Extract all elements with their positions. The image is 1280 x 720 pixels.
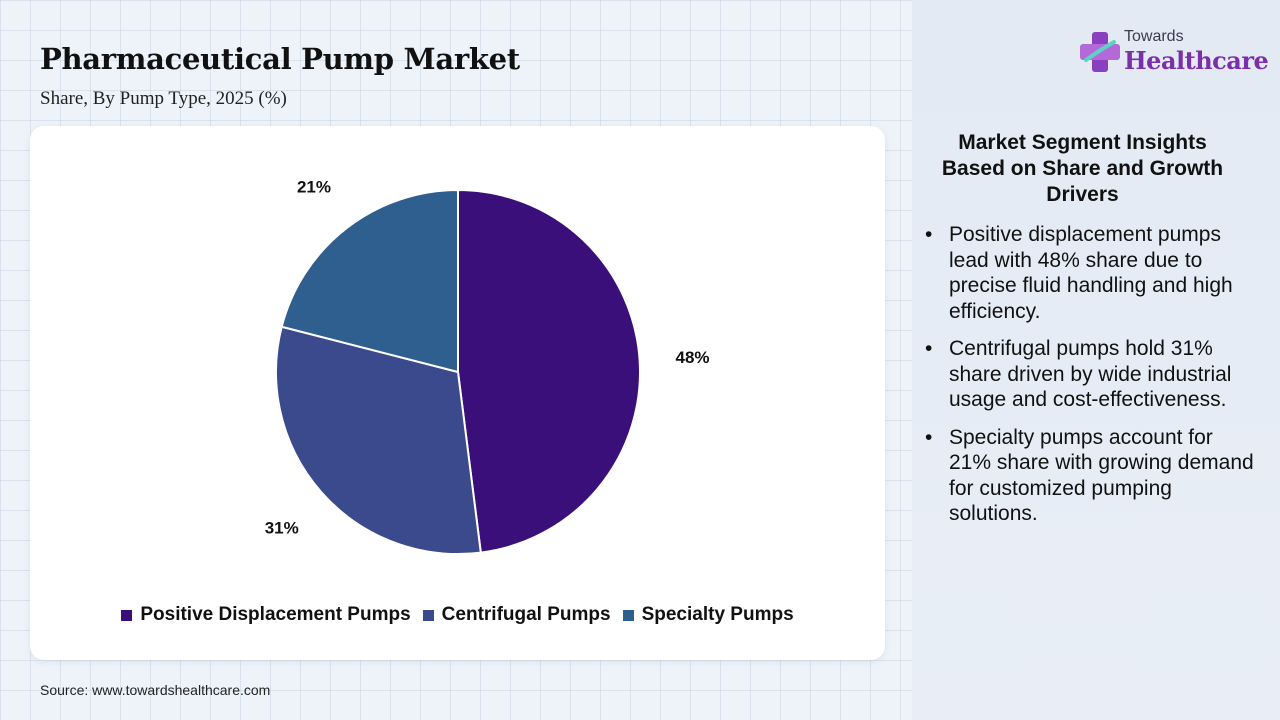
chart-legend: Positive Displacement Pumps Centrifugal P… — [30, 604, 885, 626]
source-note: Source: www.towardshealthcare.com — [40, 682, 271, 698]
pie-slice-centrifugal — [275, 325, 482, 555]
pie-chart: 48% 31% 21% — [265, 177, 710, 555]
legend-swatch — [121, 609, 133, 621]
insight-item: Specialty pumps account for 21% share wi… — [925, 425, 1255, 527]
legend-item-positive-displacement: Positive Displacement Pumps — [121, 604, 411, 626]
page-subtitle: Share, By Pump Type, 2025 (%) — [40, 88, 287, 109]
legend-item-centrifugal: Centrifugal Pumps — [422, 604, 611, 626]
page-title: Pharmaceutical Pump Market — [40, 42, 520, 76]
legend-label: Centrifugal Pumps — [441, 604, 611, 625]
pie-slice-specialty — [280, 188, 459, 374]
logo-top-text: Towards — [1124, 28, 1184, 45]
legend-label: Specialty Pumps — [641, 604, 794, 625]
insight-item: Positive displacement pumps lead with 48… — [925, 222, 1255, 324]
legend-swatch — [422, 609, 434, 621]
insights-list: Positive displacement pumps lead with 48… — [925, 222, 1255, 539]
legend-label: Positive Displacement Pumps — [140, 604, 411, 625]
chart-card: 48% 31% 21% Positive Displacement Pumps Cen… — [30, 126, 885, 660]
logo-bottom-text: Healthcare — [1124, 46, 1269, 75]
slice-label-specialty: 21% — [297, 177, 331, 196]
insights-title: Market Segment Insights Based on Share a… — [941, 131, 1224, 206]
legend-swatch — [622, 609, 634, 621]
legend-item-specialty: Specialty Pumps — [622, 604, 794, 626]
slice-label-positive-displacement: 48% — [676, 348, 710, 367]
insight-item: Centrifugal pumps hold 31% share driven … — [925, 336, 1255, 413]
brand-logo: Towards Healthcare — [1078, 26, 1269, 78]
pie-slice-positive-displacement — [457, 188, 641, 554]
medical-cross-icon — [1080, 32, 1120, 72]
slice-label-centrifugal: 31% — [265, 518, 299, 537]
